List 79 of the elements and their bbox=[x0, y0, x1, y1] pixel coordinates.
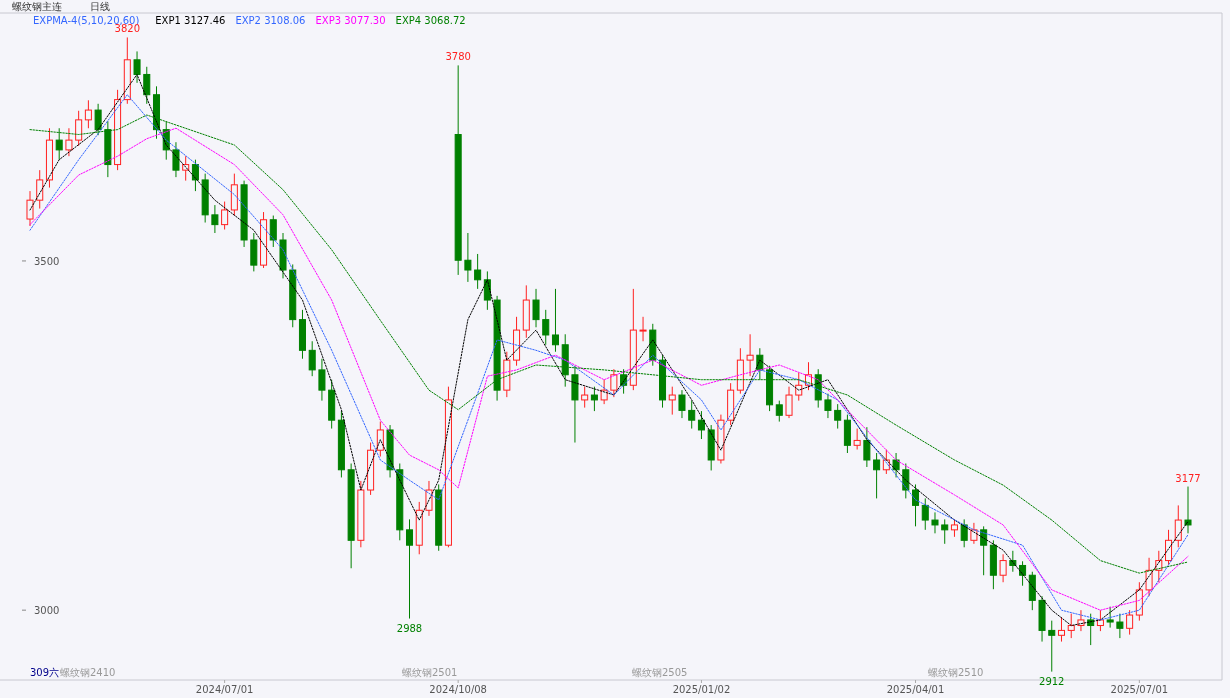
candlestick bbox=[678, 389, 686, 419]
candlestick bbox=[269, 215, 277, 248]
candlestick bbox=[639, 316, 647, 342]
candlestick bbox=[1087, 613, 1095, 646]
annotation: 螺纹钢2501 bbox=[402, 667, 458, 678]
text: EXP3 3077.30 bbox=[315, 15, 386, 26]
candlestick bbox=[221, 201, 229, 231]
candlestick bbox=[824, 393, 832, 419]
candlestick bbox=[551, 288, 559, 353]
candlestick bbox=[1174, 504, 1182, 548]
y-tick-label: 3500 bbox=[34, 255, 60, 267]
candlestick bbox=[746, 333, 754, 377]
text: EXP1 3127.46 bbox=[155, 15, 226, 26]
candlestick bbox=[668, 386, 676, 416]
candlestick bbox=[581, 386, 589, 409]
candlestick bbox=[590, 386, 598, 412]
candlestick bbox=[542, 309, 550, 346]
candlestick bbox=[785, 386, 793, 419]
candlestick bbox=[912, 483, 920, 527]
candlestick bbox=[1106, 606, 1114, 629]
candlestick bbox=[697, 410, 705, 440]
x-tick-label: 2025/01/02 bbox=[672, 684, 731, 695]
annotation: 螺纹钢2510 bbox=[928, 667, 984, 678]
annotation: 2988 bbox=[396, 622, 423, 634]
y-tick-label: 3000 bbox=[34, 605, 60, 617]
annotation: 3780 bbox=[445, 51, 471, 63]
candlestick bbox=[318, 358, 326, 402]
candlestick bbox=[863, 426, 871, 468]
annotation: 309六 bbox=[30, 667, 60, 678]
candlestick bbox=[873, 452, 881, 499]
candlestick bbox=[610, 368, 618, 398]
text: EXP2 3108.06 bbox=[235, 15, 306, 26]
candlestick bbox=[133, 50, 141, 84]
candlestick bbox=[211, 204, 219, 234]
candlestick bbox=[406, 518, 414, 620]
x-tick-label: 2024/10/08 bbox=[429, 684, 487, 695]
candlestick bbox=[172, 141, 180, 178]
candlestick bbox=[143, 66, 151, 105]
text: EXP4 3068.72 bbox=[395, 15, 466, 26]
candlestick bbox=[921, 497, 929, 531]
candlestick bbox=[191, 159, 199, 192]
candlestick bbox=[474, 253, 482, 290]
candlestick bbox=[688, 400, 696, 430]
x-tick-label: 2025/04/01 bbox=[886, 684, 945, 695]
candlestick bbox=[36, 169, 44, 210]
candlestick bbox=[999, 553, 1007, 583]
candlestick bbox=[75, 110, 83, 147]
candlestick bbox=[960, 518, 968, 548]
chart-subtitle: 日线 bbox=[90, 1, 110, 12]
candlestick bbox=[941, 518, 949, 545]
x-tick-label: 2025/07/01 bbox=[1110, 684, 1169, 695]
chart-title: 螺纹钢主连 bbox=[12, 1, 62, 12]
legend-title: EXPMA-4(5,10,20,60) bbox=[33, 15, 140, 26]
annotation: 螺纹钢2505 bbox=[632, 667, 688, 678]
candlestick bbox=[931, 511, 939, 534]
annotation: 螺纹钢2410 bbox=[60, 667, 116, 678]
candlestick bbox=[1184, 486, 1192, 534]
candlestick bbox=[1057, 616, 1066, 643]
candlestick bbox=[532, 288, 540, 328]
candlestick bbox=[26, 190, 34, 227]
candlestick bbox=[55, 127, 63, 161]
candlestick bbox=[1126, 609, 1134, 636]
candlestick bbox=[65, 127, 73, 157]
candlestick bbox=[308, 340, 316, 377]
candlestick bbox=[853, 428, 861, 451]
candlestick bbox=[775, 400, 783, 423]
candlestick bbox=[1067, 613, 1075, 639]
candlestick bbox=[1048, 620, 1056, 673]
candlestick bbox=[892, 452, 900, 478]
candlestick bbox=[1116, 613, 1124, 639]
candlestick bbox=[795, 372, 803, 402]
candlestick bbox=[834, 403, 842, 430]
annotation: 3177 bbox=[1175, 472, 1201, 484]
annotation: 3820 bbox=[114, 23, 141, 35]
candlestick bbox=[600, 379, 608, 405]
annotation: 2912 bbox=[1039, 675, 1065, 687]
x-tick-label: 2024/07/01 bbox=[195, 684, 254, 695]
candlestick bbox=[464, 232, 472, 283]
candlestick bbox=[84, 99, 92, 129]
